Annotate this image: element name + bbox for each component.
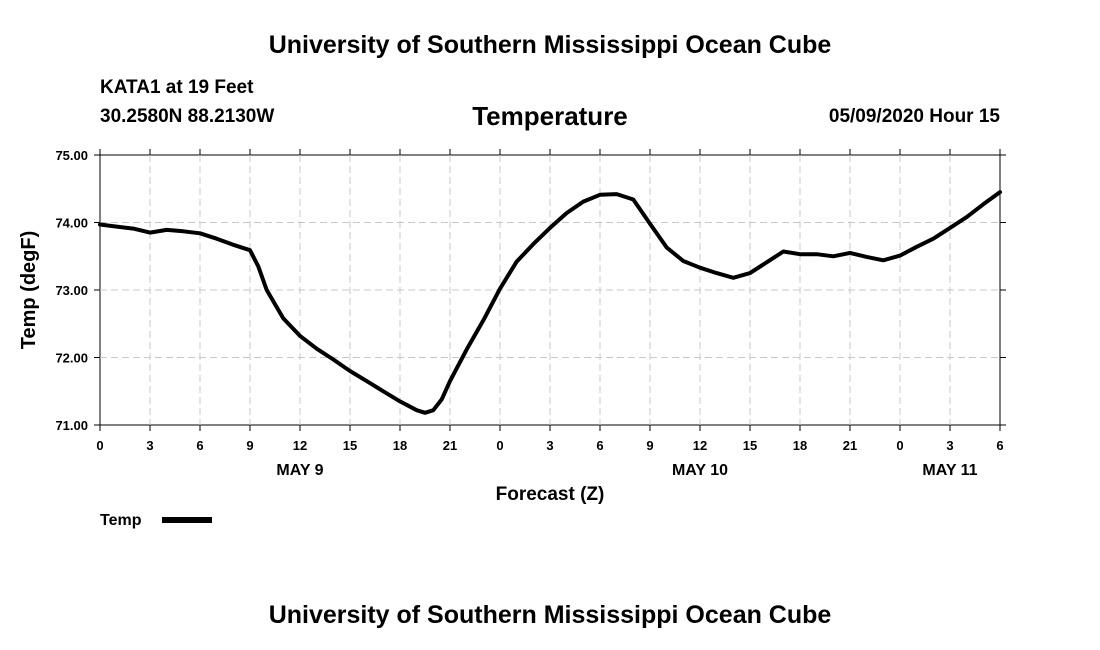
x-axis: 0 3 6 9 12 15 18 21 0 3 6 9 12 15 18 21 0 3 6 MAY 9 MAY 10 MA… — [96, 149, 1004, 479]
y-tick-label: 72.00 — [55, 351, 88, 366]
bottom-title: University of Southern Mississippi Ocean… — [268, 601, 832, 629]
top-title: University of Southern Mississippi Ocean… — [268, 31, 832, 59]
x-tick-label: 18 — [393, 438, 407, 453]
x-tick-label: 6 — [196, 438, 203, 453]
station-label: KATA1 at 19 Feet — [100, 77, 254, 98]
x-tick-label: 12 — [293, 438, 307, 453]
x-tick-label: 18 — [793, 438, 807, 453]
x-tick-label: 15 — [743, 438, 757, 453]
day-label: MAY 9 — [276, 462, 323, 479]
y-tick-label: 73.00 — [55, 283, 88, 298]
x-tick-label: 9 — [646, 438, 653, 453]
coordinates-label: 30.2580N 88.2130W — [100, 106, 275, 127]
legend: Temp — [100, 512, 212, 529]
day-label: MAY 11 — [922, 462, 977, 479]
x-tick-label: 3 — [546, 438, 553, 453]
x-tick-label: 15 — [343, 438, 357, 453]
x-tick-label: 6 — [596, 438, 603, 453]
x-tick-label: 9 — [246, 438, 253, 453]
chart-title: Temperature — [472, 101, 628, 131]
grid-lines — [100, 155, 1000, 425]
y-tick-label: 74.00 — [55, 216, 88, 231]
x-tick-label: 21 — [443, 438, 457, 453]
temp-series-line — [98, 190, 1002, 415]
x-tick-label: 0 — [496, 438, 503, 453]
x-tick-label: 0 — [96, 438, 103, 453]
x-tick-label: 12 — [693, 438, 707, 453]
datetime-label: 05/09/2020 Hour 15 — [828, 106, 1000, 127]
y-axis-label: Temp (degF) — [18, 231, 40, 350]
y-tick-label: 75.00 — [55, 148, 88, 163]
day-label: MAY 10 — [672, 462, 728, 479]
x-tick-label: 21 — [843, 438, 857, 453]
x-tick-label: 0 — [896, 438, 903, 453]
x-tick-label: 6 — [996, 438, 1003, 453]
x-tick-label: 3 — [146, 438, 153, 453]
legend-label: Temp — [100, 512, 142, 529]
y-tick-label: 71.00 — [55, 418, 88, 433]
x-axis-label: Forecast (Z) — [496, 484, 605, 505]
x-tick-label: 3 — [946, 438, 953, 453]
y-axis: 71.00 72.00 73.00 74.00 75.00 — [55, 148, 1006, 433]
